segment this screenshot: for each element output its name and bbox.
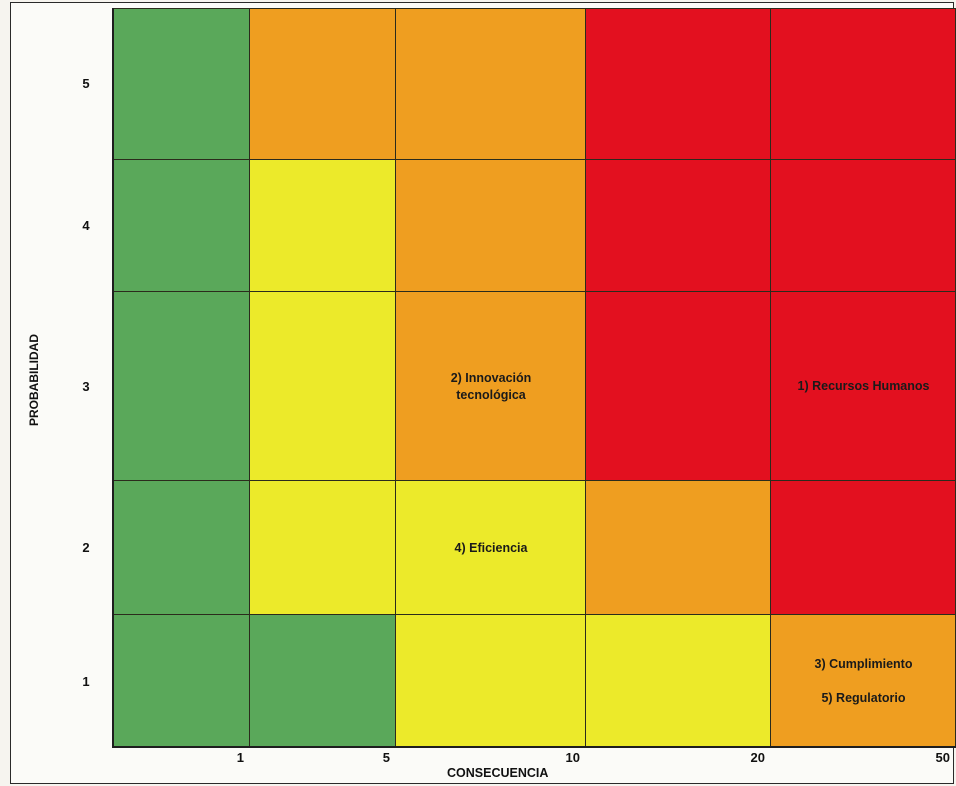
risk-label: 1) Recursos Humanos	[797, 379, 930, 393]
matrix-cell	[586, 481, 771, 615]
matrix-cell	[396, 8, 586, 160]
y-tick-label: 4	[82, 218, 90, 233]
y-tick-label: 1	[82, 673, 90, 689]
matrix-cell	[396, 160, 586, 292]
matrix-cell	[250, 160, 396, 292]
matrix-cell	[771, 481, 956, 615]
matrix-cell	[112, 481, 250, 615]
matrix-cell	[250, 292, 396, 481]
y-tick-label: 2	[82, 540, 90, 555]
y-axis-label: PROBABILIDAD	[27, 334, 41, 426]
matrix-cell	[112, 160, 250, 292]
y-axis-line	[112, 8, 114, 748]
matrix-cell	[112, 292, 250, 481]
risk-matrix: 2) Innovación tecnológica 1) Recursos Hum…	[112, 8, 956, 748]
matrix-cell	[396, 481, 586, 615]
matrix-cell	[771, 292, 956, 481]
y-tick-label: 5	[82, 76, 90, 91]
x-axis-label: CONSECUENCIA	[447, 766, 549, 780]
matrix-cell	[586, 292, 771, 481]
matrix-cell	[771, 160, 956, 292]
matrix-cell	[112, 8, 250, 160]
risk-label: 2) Innovación tecnológica	[450, 371, 532, 402]
matrix-cell	[771, 615, 956, 748]
matrix-cell	[586, 8, 771, 160]
x-tick-label: 5	[382, 750, 390, 765]
matrix-cell	[396, 615, 586, 748]
risk-label: 4) Eficiencia	[454, 541, 528, 555]
x-tick-label: 1	[236, 750, 244, 765]
matrix-cell	[250, 481, 396, 615]
matrix-cell	[112, 615, 250, 748]
matrix-cell	[250, 8, 396, 160]
x-tick-label: 50	[935, 750, 950, 765]
matrix-cell	[396, 292, 586, 481]
matrix-cell	[586, 615, 771, 748]
matrix-cell	[250, 615, 396, 748]
y-tick-label: 3	[82, 378, 90, 394]
risk-label: 3) Cumplimiento 5) Regulatorio	[814, 657, 913, 705]
x-tick-label: 10	[565, 750, 580, 765]
x-axis-line	[112, 746, 956, 748]
matrix-cell	[586, 160, 771, 292]
x-tick-label: 20	[750, 750, 765, 765]
matrix-cell	[771, 8, 956, 160]
